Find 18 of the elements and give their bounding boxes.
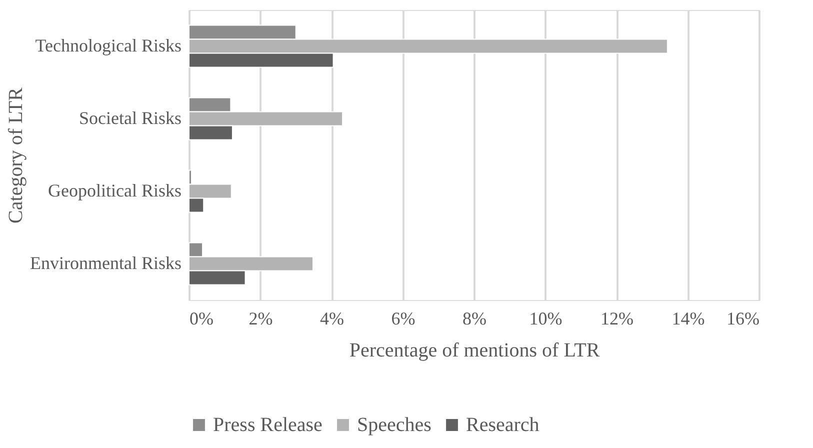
y-axis-title: Category of LTR — [5, 86, 28, 224]
x-tick-label: 16% — [726, 308, 760, 328]
x-tick-label: 6% — [391, 308, 416, 328]
x-tick-label: 12% — [600, 308, 634, 328]
legend-label: Speeches — [357, 414, 432, 436]
x-tick-label: 14% — [672, 308, 705, 328]
x-axis-title: Percentage of mentions of LTR — [349, 340, 600, 362]
legend-label: Research — [466, 414, 540, 436]
x-tick-label: 10% — [529, 308, 562, 328]
y-tick-label: Technological Risks — [35, 35, 182, 56]
legend-label: Press Release — [213, 414, 323, 436]
y-tick-label: Environmental Risks — [30, 252, 182, 273]
x-tick-label: 2% — [248, 308, 273, 328]
x-tick-label: 8% — [462, 308, 486, 328]
y-tick-label: Geopolitical Risks — [48, 180, 182, 200]
x-tick-label: 4% — [320, 308, 344, 328]
y-tick-label: Societal Risks — [79, 108, 182, 128]
x-tick-label: 0% — [190, 308, 214, 328]
